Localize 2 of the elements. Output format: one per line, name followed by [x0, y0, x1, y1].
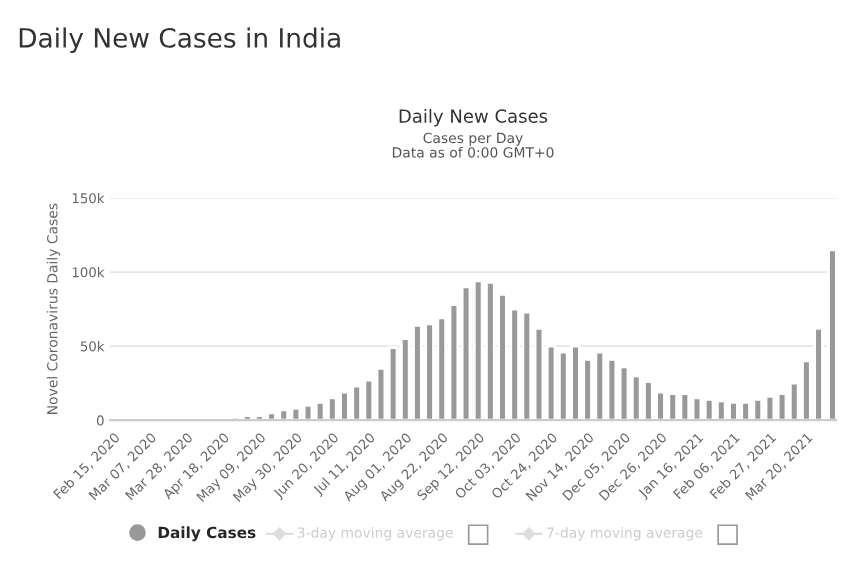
chart-title: Daily New Cases in India	[19, 27, 340, 53]
chart-subtitle: Daily New Cases	[399, 108, 548, 127]
